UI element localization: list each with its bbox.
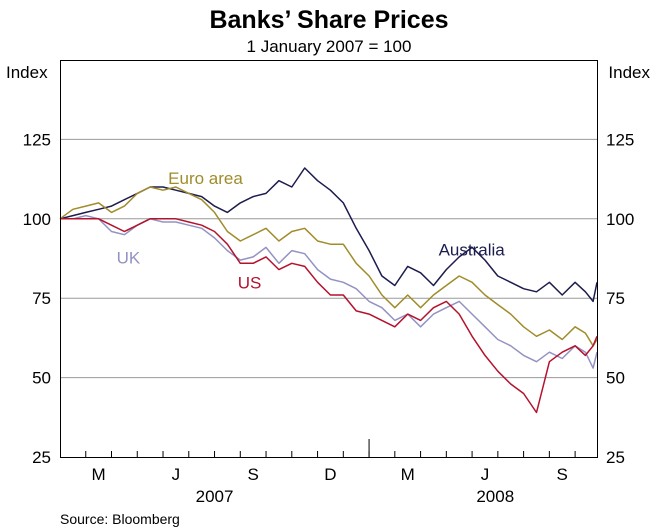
y-tick-right-50: 50 <box>606 369 625 388</box>
y-tick-right-125: 125 <box>606 130 634 149</box>
x-year-label-2007: 2007 <box>196 487 234 506</box>
y-tick-right-75: 75 <box>606 289 625 308</box>
x-ticks <box>85 439 576 457</box>
x-year-labels: 2007 2008 <box>196 487 515 506</box>
chart-title: Banks’ Share Prices <box>209 6 448 34</box>
y-tick-left-100: 100 <box>23 210 51 229</box>
x-tick-label-0: M <box>92 465 106 484</box>
series-label-euro-area: Euro area <box>168 169 243 188</box>
x-year-label-2008: 2008 <box>476 487 514 506</box>
x-tick-label-1: J <box>172 465 181 484</box>
series-line-australia <box>59 167 598 303</box>
grid-lines <box>60 138 597 379</box>
y-tick-left-75: 75 <box>32 289 51 308</box>
series-label-australia: Australia <box>439 240 506 259</box>
source-note: Source: Bloomberg <box>60 511 180 527</box>
series-label-uk: UK <box>117 248 141 267</box>
chart-subtitle: 1 January 2007 = 100 <box>247 37 412 56</box>
plot-frame <box>60 60 598 458</box>
series-line-us <box>60 218 598 414</box>
x-tick-label-5: J <box>481 465 490 484</box>
y-axis-label-right: Index <box>608 63 650 82</box>
x-tick-label-3: D <box>324 465 336 484</box>
series-lines <box>59 167 598 414</box>
series-line-euro-area <box>59 186 598 347</box>
series-labels: Australia Euro area UK US <box>117 169 506 293</box>
x-tick-label-2: S <box>247 465 258 484</box>
y-tick-left-50: 50 <box>32 369 51 388</box>
y-tick-right-25: 25 <box>606 448 625 467</box>
series-line-uk <box>60 214 598 369</box>
series-label-us: US <box>238 274 262 293</box>
y-tick-right-100: 100 <box>606 210 634 229</box>
y-axis-label-left: Index <box>6 63 48 82</box>
x-tick-label-6: S <box>557 465 568 484</box>
y-tick-left-125: 125 <box>23 130 51 149</box>
x-tick-label-4: M <box>401 465 415 484</box>
y-tick-left-25: 25 <box>32 448 51 467</box>
y-tick-labels: 25 25 50 50 75 75 100 100 125 125 <box>23 130 635 467</box>
